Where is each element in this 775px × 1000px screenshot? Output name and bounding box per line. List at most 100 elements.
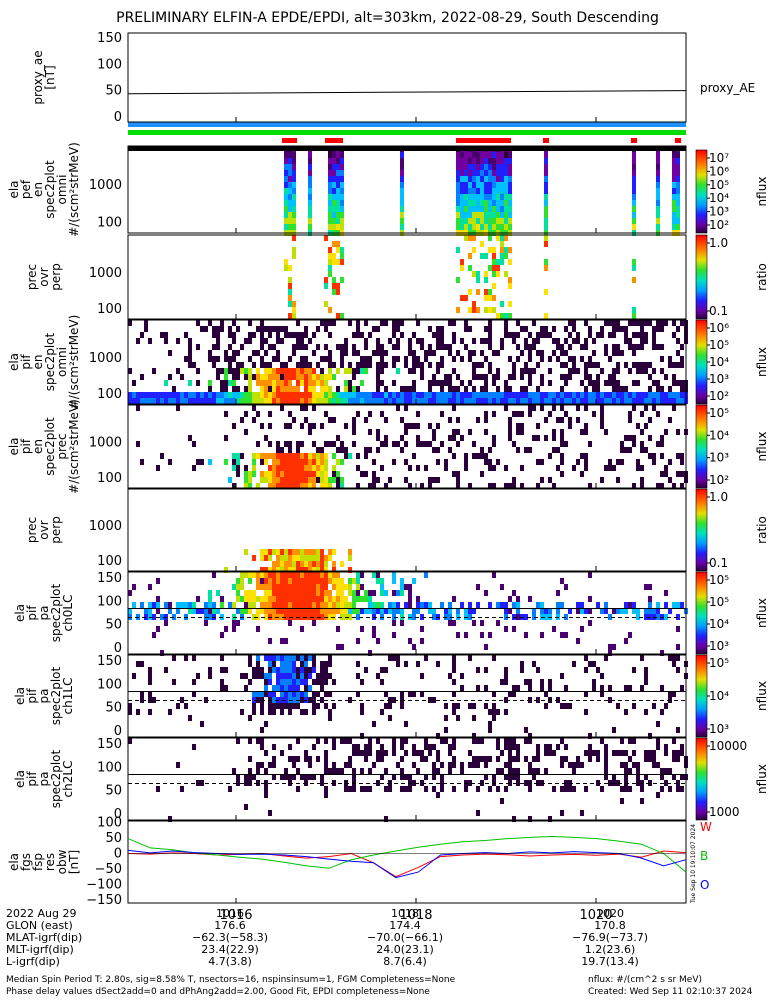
heatmap-cell [300, 697, 304, 703]
heatmap-cell [552, 786, 556, 792]
heatmap-cell [164, 602, 168, 608]
heatmap-cell [672, 176, 676, 182]
heatmap-cell [648, 453, 652, 459]
heatmap-cell [328, 206, 332, 212]
heatmap-cell [640, 655, 644, 661]
heatmap-cell [600, 332, 604, 338]
heatmap-cell [232, 453, 236, 459]
heatmap-cell [400, 182, 404, 188]
heatmap-cell [444, 608, 448, 614]
heatmap-cell [628, 435, 632, 441]
y-tick-label: −100 [86, 877, 122, 892]
heatmap-cell [452, 596, 456, 602]
heatmap-cell [652, 326, 656, 332]
heatmap-cell [396, 762, 400, 768]
status-bar-red [456, 138, 511, 143]
heatmap-cell [204, 398, 208, 404]
heatmap-cell [624, 435, 628, 441]
heatmap-cell [660, 320, 664, 326]
heatmap-cell [260, 567, 264, 573]
heatmap-cell [392, 655, 396, 661]
heatmap-cell [540, 614, 544, 620]
heatmap-cell [292, 459, 296, 465]
heatmap-cell [516, 392, 520, 398]
heatmap-cell [356, 673, 360, 679]
heatmap-cell [324, 483, 328, 489]
heatmap-cell [424, 774, 428, 780]
heatmap-cell [224, 386, 228, 392]
heatmap-cell [244, 429, 248, 435]
colorbar [695, 737, 708, 821]
heatmap-cell [276, 368, 280, 374]
heatmap-cell [264, 750, 268, 756]
heatmap-cell [600, 392, 604, 398]
heatmap-cell [292, 164, 296, 170]
heatmap-cell [348, 590, 352, 596]
heatmap-cell [552, 350, 556, 356]
heatmap-cell [292, 465, 296, 471]
heatmap-cell [320, 614, 324, 620]
heatmap-cell [664, 744, 668, 750]
heatmap-cell [400, 224, 404, 230]
heatmap-cell [248, 572, 252, 578]
heatmap-cell [632, 158, 636, 164]
heatmap-cell [512, 411, 516, 417]
heatmap-cell [128, 398, 132, 404]
heatmap-cell [136, 398, 140, 404]
heatmap-cell [624, 638, 628, 644]
heatmap-cell [680, 744, 684, 750]
heatmap-cell [444, 465, 448, 471]
footer-units: nflux: #/(cm^2 s sr MeV) [588, 975, 702, 985]
y-axis-label: spec2plot [49, 583, 63, 642]
heatmap-cell [424, 465, 428, 471]
heatmap-cell [460, 380, 464, 386]
heatmap-cell [344, 392, 348, 398]
heatmap-cell [208, 667, 212, 673]
heatmap-cell [192, 398, 196, 404]
heatmap-cell [280, 405, 284, 411]
heatmap-cell [640, 798, 644, 804]
heatmap-cell [600, 405, 604, 411]
y-axis-label: ela [13, 770, 27, 788]
heatmap-cell [616, 344, 620, 350]
heatmap-cell [348, 602, 352, 608]
heatmap-cell [400, 590, 404, 596]
heatmap-cell [568, 608, 572, 614]
heatmap-cell [380, 392, 384, 398]
heatmap-cell [572, 362, 576, 368]
heatmap-cell [300, 368, 304, 374]
heatmap-cell [328, 368, 332, 374]
heatmap-cell [220, 386, 224, 392]
heatmap-cell [136, 661, 140, 667]
heatmap-cell [640, 483, 644, 489]
heatmap-cell [608, 374, 612, 380]
heatmap-cell [580, 602, 584, 608]
heatmap-cell [664, 392, 668, 398]
heatmap-cell [352, 774, 356, 780]
heatmap-cell [328, 253, 332, 259]
heatmap-cell [628, 602, 632, 608]
heatmap-cell [488, 727, 492, 733]
heatmap-cell [304, 750, 308, 756]
heatmap-cell [648, 374, 652, 380]
heatmap-cell [428, 350, 432, 356]
heatmap-cell [316, 691, 320, 697]
heatmap-cell [624, 768, 628, 774]
heatmap-cell [404, 392, 408, 398]
heatmap-cell [508, 744, 512, 750]
heatmap-cell [276, 459, 280, 465]
heatmap-cell [488, 295, 492, 301]
heatmap-cell [332, 320, 336, 326]
heatmap-cell [324, 608, 328, 614]
heatmap-cell [308, 423, 312, 429]
heatmap-cell [680, 453, 684, 459]
heatmap-cell [476, 206, 480, 212]
heatmap-cell [388, 392, 392, 398]
heatmap-cell [404, 405, 408, 411]
heatmap-cell [360, 368, 364, 374]
heatmap-cell [260, 727, 264, 733]
heatmap-cell [232, 368, 236, 374]
heatmap-cell [252, 392, 256, 398]
heatmap-cell [248, 483, 252, 489]
heatmap-cell [312, 584, 316, 590]
